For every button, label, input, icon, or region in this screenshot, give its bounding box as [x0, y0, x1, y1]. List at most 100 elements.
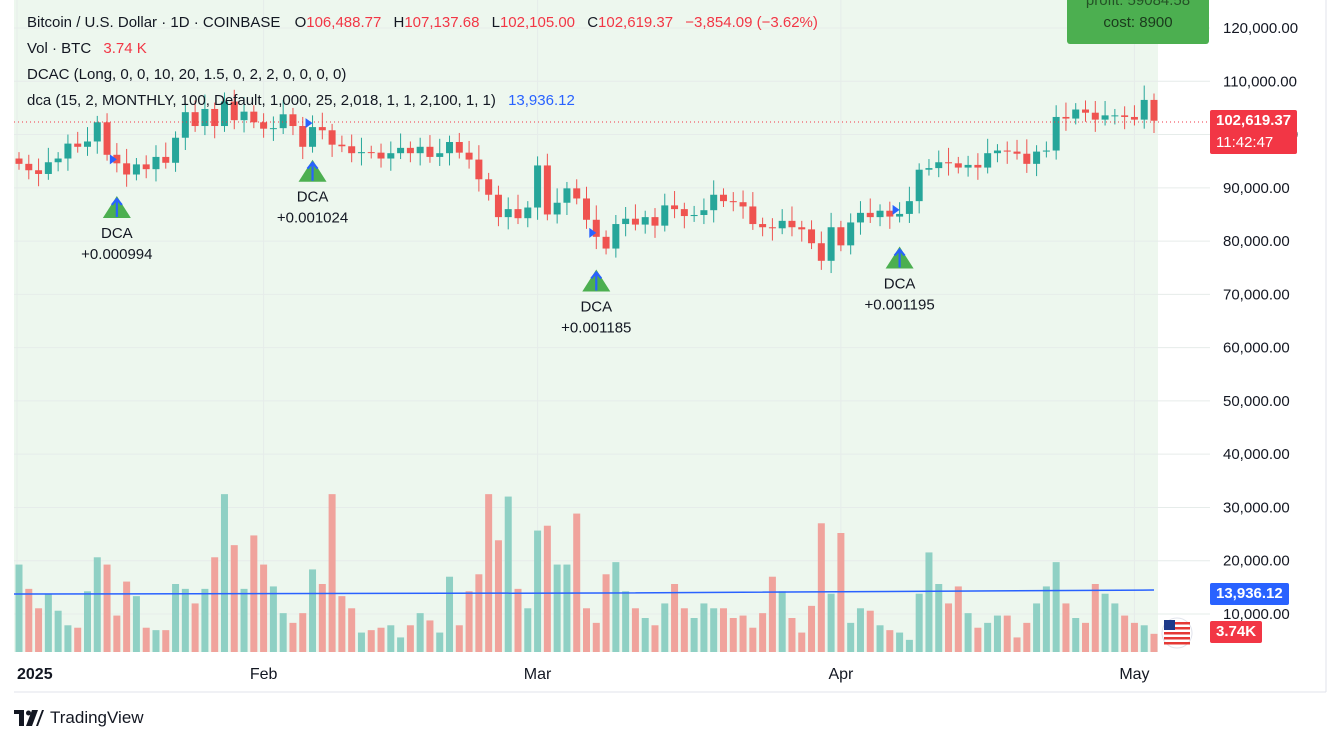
- volume-bar-up: [856, 608, 864, 652]
- dca-marker-label: DCA: [884, 276, 916, 293]
- volume-bar-up: [387, 625, 395, 652]
- volume-bar-up: [1101, 593, 1109, 652]
- volume-label: Vol · BTC: [27, 40, 92, 57]
- volume-bar-up: [935, 584, 943, 652]
- volume-bar-up: [220, 494, 228, 652]
- candle-down: [113, 154, 121, 164]
- volume-bar-down: [1082, 622, 1090, 652]
- volume-bar-up: [876, 625, 884, 652]
- volume-bar-up: [83, 591, 91, 652]
- legend-row-dca[interactable]: dca (15, 2, MONTHLY, 100, Default, 1,000…: [27, 91, 575, 111]
- candle-up: [54, 158, 62, 163]
- volume-bar-up: [778, 591, 786, 652]
- x-tick-label: Mar: [524, 666, 552, 683]
- close-label: C: [587, 14, 599, 31]
- dca-entry-arrow: [305, 118, 313, 129]
- candle-down: [142, 164, 150, 170]
- legend-row-symbol[interactable]: Bitcoin / U.S. Dollar · 1D · COINBASE O 1…: [27, 13, 818, 33]
- change-value: −3,854.09 (−3.62%): [685, 14, 818, 31]
- volume-bar-down: [837, 533, 845, 652]
- y-tick-label: 80,000.00: [1223, 233, 1290, 250]
- volume-bar-down: [886, 630, 894, 652]
- candle-up: [925, 168, 933, 170]
- y-tick-label: 20,000.00: [1223, 553, 1290, 570]
- candle-up: [1111, 115, 1119, 117]
- volume-bar-up: [534, 530, 542, 652]
- volume-bar-down: [289, 622, 297, 652]
- candle-up: [778, 220, 786, 229]
- candle-up: [915, 169, 923, 202]
- dca-buy-arrow-icon: [590, 270, 603, 291]
- volume-bar-down: [543, 525, 551, 652]
- low-value: 102,105.00: [499, 14, 576, 31]
- candle-down: [74, 143, 82, 147]
- volume-bar-up: [563, 564, 571, 652]
- volume-bar-down: [475, 574, 483, 652]
- candle-down: [15, 158, 23, 164]
- tradingview-logo[interactable]: TradingView: [14, 708, 144, 728]
- volume-bar-down: [1013, 637, 1021, 652]
- flag-stripe: [1164, 627, 1190, 630]
- x-tick-label: May: [1119, 666, 1149, 683]
- candle-up: [1042, 150, 1050, 152]
- volume-bar-down: [25, 588, 33, 652]
- candle-up: [661, 205, 669, 226]
- candle-down: [367, 152, 375, 154]
- volume-bar-down: [406, 625, 414, 652]
- open-label: O: [294, 14, 307, 31]
- volume-bar-down: [798, 632, 806, 652]
- legend-row-dcac[interactable]: DCAC (Long, 0, 0, 10, 20, 1.5, 0, 2, 2, …: [27, 65, 346, 85]
- volume-bar-down: [1062, 603, 1070, 652]
- volume-bar-up: [710, 608, 718, 652]
- volume-bar-down: [1003, 615, 1011, 652]
- volume-bar-down: [1130, 622, 1138, 652]
- volume-bar-down: [788, 618, 796, 652]
- volume-bar-up: [964, 613, 972, 652]
- indicator-dca[interactable]: dca (15, 2, MONTHLY, 100, Default, 1,000…: [27, 92, 496, 109]
- candle-down: [465, 152, 473, 160]
- volume-bar-up: [827, 593, 835, 652]
- volume-bar-up: [279, 613, 287, 652]
- volume-bar-up: [1052, 562, 1060, 652]
- candle-down: [338, 144, 346, 147]
- dca-line: [13, 589, 1155, 595]
- volume-bar-up: [612, 562, 620, 652]
- candle-up: [984, 153, 992, 168]
- volume-bar-up: [1042, 586, 1050, 652]
- candle-down: [485, 179, 493, 195]
- legend-row-volume[interactable]: Vol · BTC 3.74 K: [27, 39, 147, 59]
- volume-bar-down: [866, 610, 874, 652]
- volume-bar-down: [514, 588, 522, 652]
- volume-bar-up: [132, 596, 140, 652]
- high-label: H: [393, 14, 405, 31]
- candle-down: [543, 165, 551, 215]
- flag-stripe: [1164, 642, 1190, 645]
- time-axis[interactable]: 2025 Feb Mar Apr May: [17, 666, 1150, 683]
- volume-bar-down: [1121, 615, 1129, 652]
- candle-down: [866, 212, 874, 218]
- volume-bar-down: [142, 627, 150, 652]
- candle-down: [651, 217, 659, 226]
- candle-down: [631, 218, 639, 225]
- dca-marker-amount: +0.001185: [561, 319, 631, 336]
- last-price-value: 102,619.37: [1216, 112, 1292, 129]
- volume-bar-up: [397, 637, 405, 652]
- candle-up: [563, 188, 571, 203]
- volume-bar-up: [44, 593, 52, 652]
- volume-bar-up: [1111, 603, 1119, 652]
- candle-up: [446, 142, 454, 154]
- candle-down: [1003, 150, 1011, 152]
- y-tick-label: 120,000.00: [1223, 20, 1298, 37]
- candle-down: [671, 205, 679, 210]
- symbol-title[interactable]: Bitcoin / U.S. Dollar · 1D · COINBASE: [27, 14, 281, 31]
- candle-down: [798, 227, 806, 230]
- volume-bar-up: [1033, 603, 1041, 652]
- flag-canton: [1164, 620, 1175, 630]
- x-tick-label: Apr: [828, 666, 854, 683]
- candle-down: [406, 147, 414, 154]
- candle-up: [1052, 116, 1060, 151]
- indicator-dca-value: 13,936.12: [508, 92, 575, 109]
- indicator-dcac[interactable]: DCAC (Long, 0, 0, 10, 20, 1.5, 0, 2, 2, …: [27, 66, 347, 83]
- volume-bar-down: [592, 622, 600, 652]
